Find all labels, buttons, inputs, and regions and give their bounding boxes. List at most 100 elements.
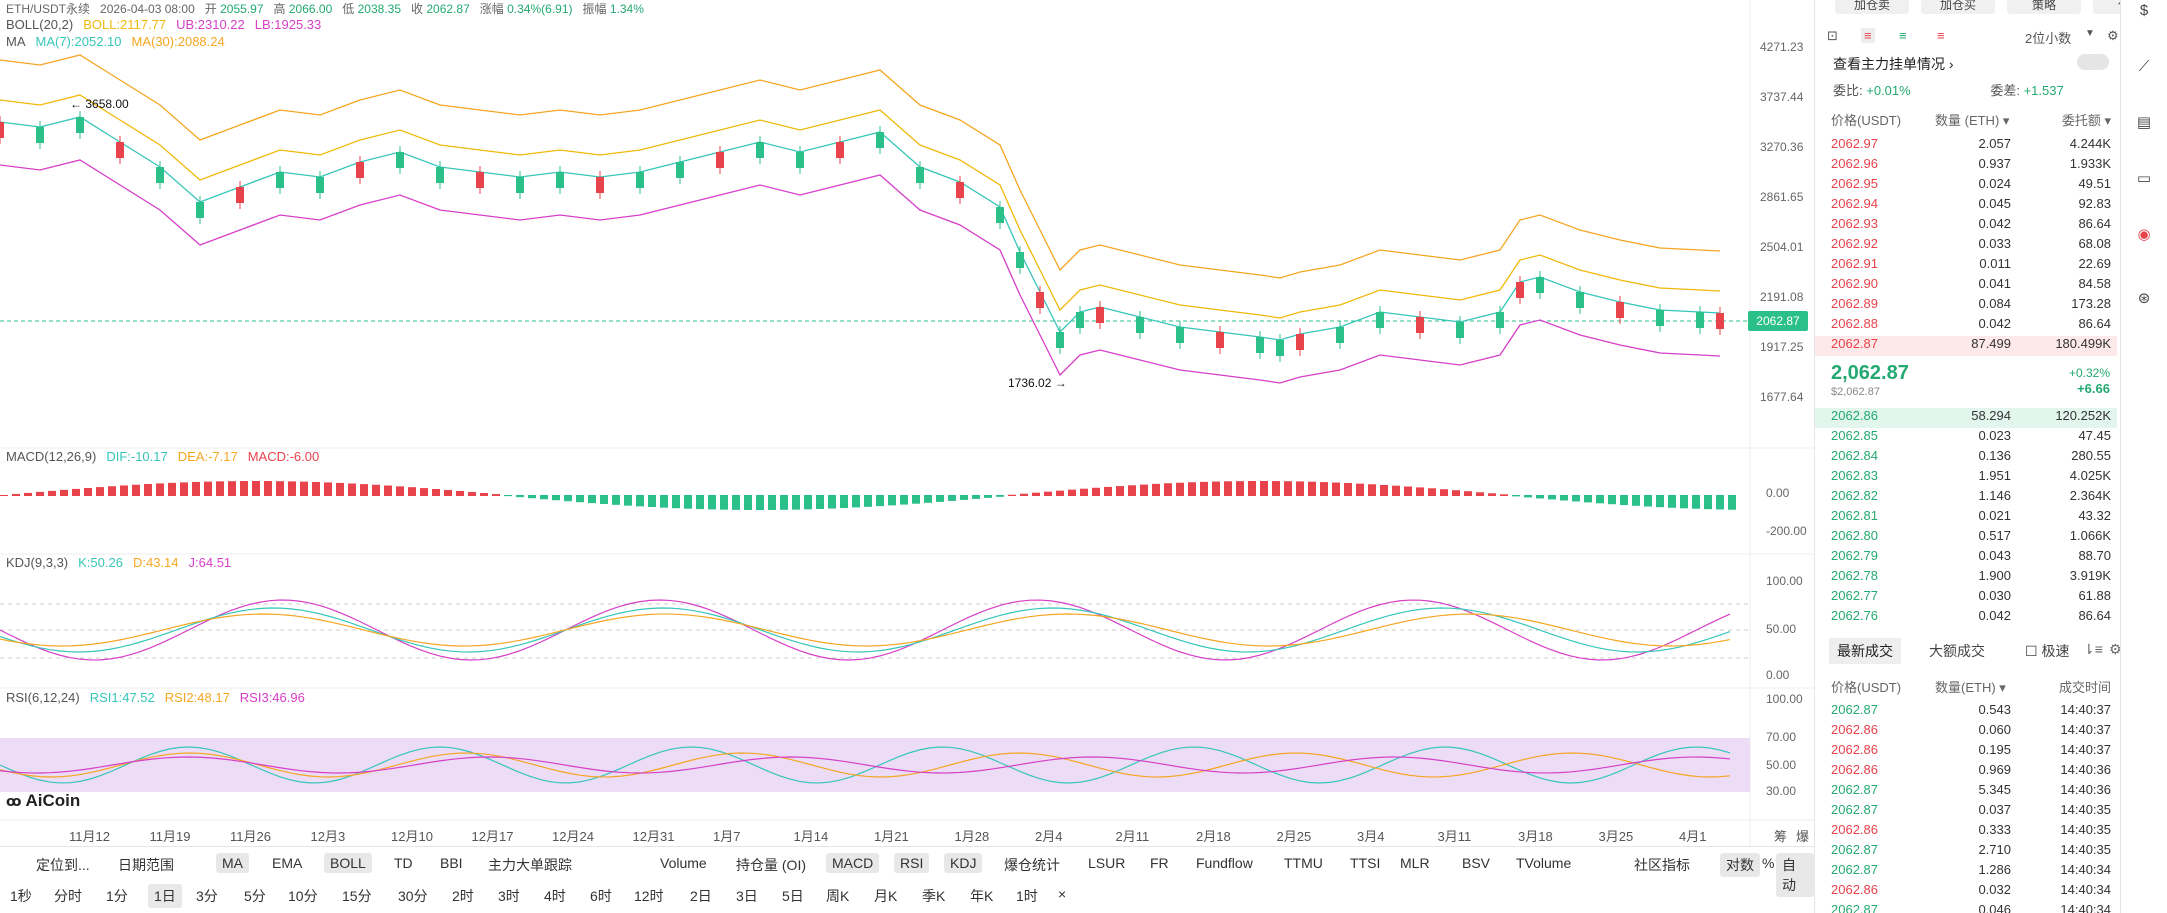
settings-icon[interactable]: ⚙ — [2107, 28, 2119, 43]
toolbar2-item[interactable]: 3日 — [736, 888, 758, 904]
orderbook-row[interactable]: 2062.77 0.030 61.88 — [1831, 588, 2111, 608]
time-axis-tool[interactable]: 爆 — [1796, 829, 1810, 844]
layout-icon[interactable]: ⊡ — [1827, 28, 1838, 43]
toolbar1-item[interactable]: Volume — [660, 855, 707, 871]
toolbar1-item[interactable]: LSUR — [1088, 855, 1126, 871]
toolbar1-item[interactable]: KDJ — [944, 853, 983, 873]
toolbar2-item[interactable]: 5分 — [244, 888, 266, 904]
card-icon[interactable]: ▭ — [2136, 170, 2152, 187]
main-order-link[interactable]: 查看主力挂单情况 › — [1833, 56, 1954, 72]
toolbar2-item[interactable]: 3时 — [498, 888, 520, 904]
fast-checkbox[interactable]: ☐ 极速 — [2025, 643, 2070, 659]
orderbook-row[interactable]: 2062.76 0.042 86.64 — [1831, 608, 2111, 628]
orderbook-row[interactable]: 2062.94 0.045 92.83 — [1831, 196, 2111, 216]
toolbar1-item[interactable]: BBI — [440, 855, 463, 871]
orderbook-row[interactable]: 2062.85 0.023 47.45 — [1831, 428, 2111, 448]
total-col-header[interactable]: 委托额 ▾ — [2061, 113, 2111, 128]
toolbar2-item[interactable]: 5日 — [782, 888, 804, 904]
macd-label[interactable]: MACD(12,26,9) DIF:-10.17 DEA:-7.17 MACD:… — [6, 449, 319, 464]
kdj-label[interactable]: KDJ(9,3,3) K:50.26 D:43.14 J:64.51 — [6, 555, 231, 570]
toolbar1-item[interactable]: % — [1762, 855, 1775, 871]
toolbar1-item[interactable]: TD — [394, 855, 413, 871]
toolbar1-item[interactable]: TTMU — [1284, 855, 1323, 871]
chart-line-icon[interactable]: ⟋ — [2138, 58, 2150, 75]
toolbar1-item[interactable]: RSI — [894, 853, 930, 873]
toolbar1-item[interactable]: MLR — [1400, 855, 1430, 871]
orderbook-top-button[interactable]: 加仓买 — [1921, 0, 1995, 14]
toolbar1-item[interactable]: TVolume — [1516, 855, 1572, 871]
ma-label[interactable]: MA MA(7):2052.10 MA(30):2088.24 — [6, 34, 225, 49]
orderbook-row[interactable]: 2062.86 58.294 120.252K — [1831, 408, 2111, 428]
toolbar1-item[interactable]: 爆仓统计 — [1004, 857, 1060, 873]
toolbar1-item[interactable]: MA — [216, 853, 249, 873]
orderbook-row[interactable]: 2062.79 0.043 88.70 — [1831, 548, 2111, 568]
orderbook-row[interactable]: 2062.96 0.937 1.933K — [1831, 156, 2111, 176]
tab-latest-trades[interactable]: 最新成交 — [1829, 638, 1901, 664]
orderbook-row[interactable]: 2062.92 0.033 68.08 — [1831, 236, 2111, 256]
toolbar2-item[interactable]: 季K — [922, 888, 946, 904]
orderbook-row[interactable]: 2062.81 0.021 43.32 — [1831, 508, 2111, 528]
layout-both-icon[interactable]: ≡ — [1861, 28, 1875, 43]
toolbar2-item[interactable]: 月K — [874, 888, 898, 904]
filter-icon[interactable]: ⇂≡ — [2083, 641, 2103, 657]
orderbook-row[interactable]: 2062.88 0.042 86.64 — [1831, 316, 2111, 336]
orderbook-row[interactable]: 2062.95 0.024 49.51 — [1831, 176, 2111, 196]
tab-big-trades[interactable]: 大额成交 — [1929, 643, 1985, 659]
orderbook-row[interactable]: 2062.90 0.041 84.58 — [1831, 276, 2111, 296]
toolbar2-item[interactable]: 1分 — [106, 888, 128, 904]
toolbar2-item[interactable]: 2时 — [452, 888, 474, 904]
layout-asks-icon[interactable]: ≡ — [1937, 28, 1945, 43]
toolbar2-item[interactable]: × — [1058, 886, 1067, 902]
qty-col-header[interactable]: 数量 (ETH) ▾ — [1935, 113, 2010, 128]
toolbar1-item[interactable]: 持仓量 (OI) — [736, 857, 806, 873]
toolbar2-item[interactable]: 1秒 — [10, 888, 32, 904]
toolbar2-item[interactable]: 15分 — [342, 888, 372, 904]
toolbar2-item[interactable]: 1时 — [1016, 888, 1038, 904]
toolbar1-item[interactable]: EMA — [272, 855, 303, 871]
toolbar1-item[interactable]: FR — [1150, 855, 1169, 871]
orderbook-row[interactable]: 2062.93 0.042 86.64 — [1831, 216, 2111, 236]
toolbar2-item[interactable]: 1日 — [148, 884, 182, 908]
trade-settings-icon[interactable]: ⚙ — [2109, 641, 2122, 657]
boll-label[interactable]: BOLL(20,2) BOLL:2117.77 UB:2310.22 LB:19… — [6, 17, 321, 32]
orderbook-row[interactable]: 2062.82 1.146 2.364K — [1831, 488, 2111, 508]
toolbar1-item[interactable]: 社区指标 — [1634, 857, 1690, 873]
toolbar1-item[interactable]: Fundflow — [1196, 855, 1253, 871]
toolbar1-item[interactable]: 定位到... — [36, 857, 90, 873]
chart-bar-icon[interactable]: ▤ — [2136, 114, 2152, 131]
orderbook-row[interactable]: 2062.87 87.499 180.499K — [1831, 336, 2111, 356]
orderbook-row[interactable]: 2062.91 0.011 22.69 — [1831, 256, 2111, 276]
toolbar1-item[interactable]: TTSI — [1350, 855, 1381, 871]
chart-canvas[interactable] — [0, 0, 1814, 846]
toolbar1-item[interactable]: MACD — [826, 853, 880, 873]
robot-icon[interactable]: ◉ — [2137, 226, 2151, 243]
toolbar1-item[interactable]: BSV — [1462, 855, 1491, 871]
toolbar2-item[interactable]: 2日 — [690, 888, 712, 904]
rsi-label[interactable]: RSI(6,12,24) RSI1:47.52 RSI2:48.17 RSI3:… — [6, 690, 305, 705]
toolbar1-item[interactable]: 对数 — [1720, 853, 1760, 877]
orderbook-row[interactable]: 2062.89 0.084 173.28 — [1831, 296, 2111, 316]
toolbar2-item[interactable]: 30分 — [398, 888, 428, 904]
share-icon[interactable]: ⊛ — [2137, 290, 2151, 307]
orderbook-row[interactable]: 2062.97 2.057 4.244K — [1831, 136, 2111, 156]
toolbar2-item[interactable]: 3分 — [196, 888, 218, 904]
trade-qty-header[interactable]: 数量(ETH) ▾ — [1935, 680, 2006, 695]
orderbook-top-button[interactable]: 加仓卖 — [1835, 0, 1909, 14]
orderbook-row[interactable]: 2062.84 0.136 280.55 — [1831, 448, 2111, 468]
main-order-toggle[interactable] — [2077, 54, 2109, 70]
time-axis[interactable]: 11月12 11月19 11月26 12月3 12月10 12月17 12月24 12月31 1… — [0, 822, 1814, 844]
chart-area[interactable]: ETH/USDT永续 2026-04-03 08:00 开 2055.97 高 … — [0, 0, 1814, 846]
toolbar2-item[interactable]: 12时 — [634, 888, 664, 904]
orderbook-top-button[interactable]: 策略 — [2007, 0, 2081, 14]
orderbook-row[interactable]: 2062.78 1.900 3.919K — [1831, 568, 2111, 588]
toolbar1-item[interactable]: 日期范围 — [118, 857, 174, 873]
time-axis-tool[interactable]: 筹 — [1774, 829, 1788, 844]
toolbar1-item[interactable]: 主力大单跟踪 — [488, 857, 572, 873]
toolbar2-item[interactable]: 6时 — [590, 888, 612, 904]
dollar-icon[interactable]: $ — [2139, 2, 2149, 19]
toolbar2-item[interactable]: 4时 — [544, 888, 566, 904]
toolbar2-item[interactable]: 周K — [826, 888, 850, 904]
orderbook-row[interactable]: 2062.80 0.517 1.066K — [1831, 528, 2111, 548]
toolbar2-item[interactable]: 分时 — [54, 888, 82, 904]
toolbar1-item[interactable]: 自动 — [1776, 853, 1814, 897]
